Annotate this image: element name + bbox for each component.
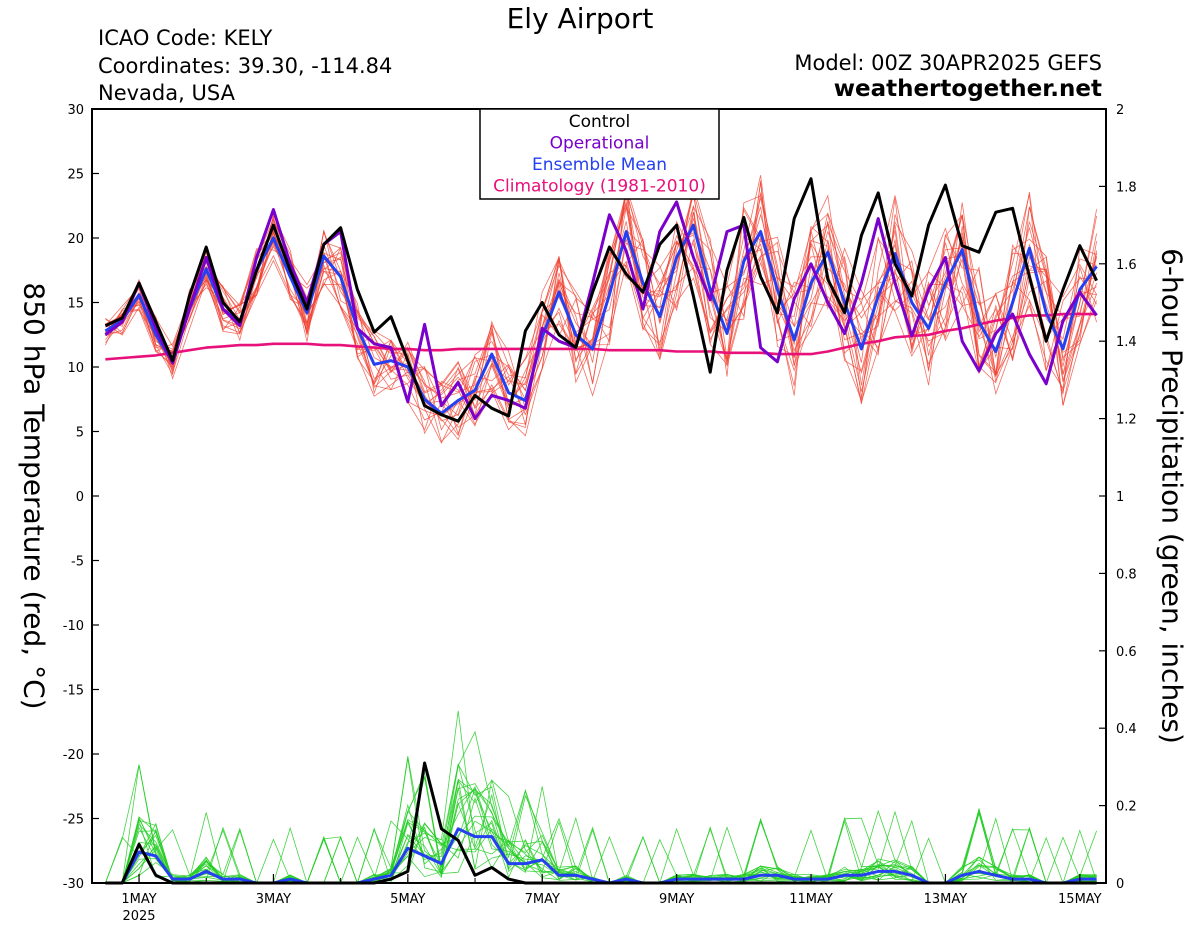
region-text: Nevada, USA (98, 81, 235, 105)
x-tick-label: 3MAY (256, 892, 291, 907)
right-tick-label: 0.4 (1116, 722, 1137, 737)
left-tick-label: -10 (63, 619, 84, 634)
left-tick-label: 15 (67, 297, 84, 312)
x-tick-label: 15MAY (1058, 892, 1102, 907)
legend-control: Control (569, 112, 630, 132)
precipitation-member-line (105, 783, 1097, 884)
right-tick-label: 0.6 (1116, 645, 1137, 660)
chart-title: Ely Airport (506, 2, 654, 35)
precipitation-member-line (105, 779, 1097, 884)
right-tick-label: 1.8 (1116, 180, 1137, 195)
climatology-temperature-line (105, 312, 1097, 361)
right-tick-label: 0.2 (1116, 800, 1137, 815)
right-tick-label: 1.2 (1116, 413, 1137, 428)
right-tick-label: 0.8 (1116, 567, 1137, 582)
axes: 302520151050-5-10-15-20-25-3021.81.61.41… (63, 103, 1137, 924)
model-run-text: Model: 00Z 30APR2025 GEFS (794, 51, 1102, 75)
right-tick-label: 1.4 (1116, 335, 1137, 350)
left-tick-label: -5 (71, 555, 84, 570)
x-tick-label: 9MAY (659, 892, 694, 907)
precipitation-member-line (105, 815, 1097, 884)
left-tick-label: -15 (63, 684, 84, 699)
control-precipitation-line (105, 761, 1097, 885)
legend-ensemble-mean: Ensemble Mean (532, 155, 667, 175)
legend-climatology: Climatology (1981-2010) (493, 177, 706, 197)
right-tick-label: 1 (1116, 490, 1124, 505)
operational-temperature-line (104, 200, 1098, 421)
right-tick-label: 1.6 (1116, 258, 1137, 273)
precipitation-member-line (105, 802, 1097, 884)
left-tick-label: 0 (76, 490, 84, 505)
left-tick-label: -30 (63, 877, 84, 892)
precipitation-member-line (105, 763, 1097, 884)
legend-box (479, 108, 720, 200)
coordinates-text: Coordinates: 39.30, -114.84 (98, 54, 393, 78)
legend-operational: Operational (550, 134, 650, 154)
left-tick-label: -25 (63, 813, 84, 828)
precipitation-member-line (105, 777, 1097, 884)
precipitation-member-line (105, 785, 1097, 884)
x-tick-label: 11MAY (789, 892, 833, 907)
left-tick-label: 5 (76, 426, 84, 441)
right-tick-label: 2 (1116, 103, 1124, 118)
precipitation-member-line (105, 817, 1097, 884)
left-tick-label: 20 (67, 232, 84, 247)
x-tick-label: 1MAY (121, 892, 156, 907)
left-tick-label: 25 (67, 168, 84, 183)
left-tick-label: 10 (67, 361, 84, 376)
temperature-member-line (105, 192, 1097, 435)
temperature-member-line (105, 194, 1097, 437)
temperature-member-line (105, 175, 1097, 431)
icao-code-text: ICAO Code: KELY (98, 26, 273, 50)
precipitation-member-line (105, 764, 1097, 884)
precipitation-member-line (105, 764, 1097, 884)
precipitation-member-line (105, 771, 1097, 884)
precipitation-member-line (105, 758, 1097, 884)
site-name[interactable]: weathertogether.net (833, 76, 1102, 102)
temperature-member-line (105, 212, 1097, 417)
precipitation-member-line (105, 786, 1097, 884)
x-tick-label: 13MAY (924, 892, 968, 907)
x-tick-label: 5MAY (390, 892, 425, 907)
precipitation-member-line (105, 779, 1097, 884)
precipitation-member-line (105, 775, 1097, 884)
right-tick-label: 0 (1116, 877, 1124, 892)
control-temperature-line (104, 177, 1098, 423)
left-tick-label: -20 (63, 748, 84, 763)
left-tick-label: 30 (67, 103, 84, 118)
precipitation-member-line (105, 778, 1097, 885)
ensemble-mean-temperature-line (104, 223, 1098, 415)
x-tick-label: 7MAY (525, 892, 560, 907)
precipitation-member-line (105, 730, 1097, 884)
precipitation-member-line (105, 796, 1097, 884)
x-tick-year-label: 2025 (122, 909, 155, 924)
